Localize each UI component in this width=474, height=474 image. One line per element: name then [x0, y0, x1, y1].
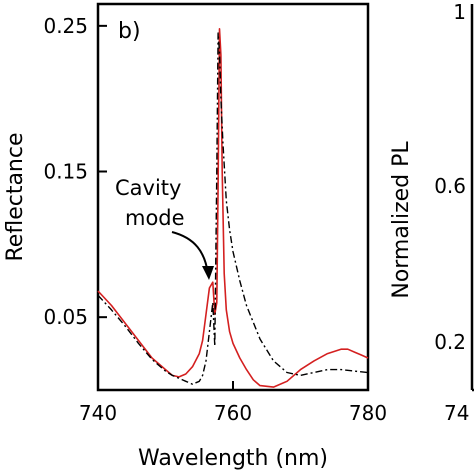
y-tick-label: 0.15 — [43, 160, 88, 184]
annotation-line-2: mode — [125, 206, 185, 230]
panel-c-ytick-label: 1 — [453, 0, 466, 24]
panel-c-ticks: 0.2 0.6 1 — [434, 0, 466, 354]
y-tick-label: 0.25 — [43, 14, 88, 38]
y-axis-title: Reflectance — [3, 132, 28, 261]
series-line-simulated — [97, 32, 369, 385]
annotation-arrowhead — [202, 266, 214, 280]
y-axis-title-c: Normalized PL — [389, 141, 414, 299]
annotation-line-1: Cavity — [115, 176, 181, 200]
x-axis-title: Wavelength (nm) — [138, 446, 328, 471]
panel-c-ytick-label: 0.2 — [434, 330, 466, 354]
panel-label: b) — [118, 19, 141, 44]
series-group — [97, 27, 369, 388]
series-line-measured — [97, 27, 369, 388]
x-tick-label: 760 — [214, 401, 252, 425]
y-ticks: 0.05 0.15 0.25 — [43, 14, 107, 329]
x-ticks: 740 760 780 — [79, 381, 387, 425]
x-tick-label: 740 — [79, 401, 117, 425]
x-tick-label: 780 — [349, 401, 387, 425]
annotation-arrow-line — [171, 231, 209, 275]
panel-c-xtick-label: 74 — [444, 401, 469, 425]
panel-c-ytick-label: 0.6 — [434, 174, 466, 198]
y-tick-label: 0.05 — [43, 305, 88, 329]
